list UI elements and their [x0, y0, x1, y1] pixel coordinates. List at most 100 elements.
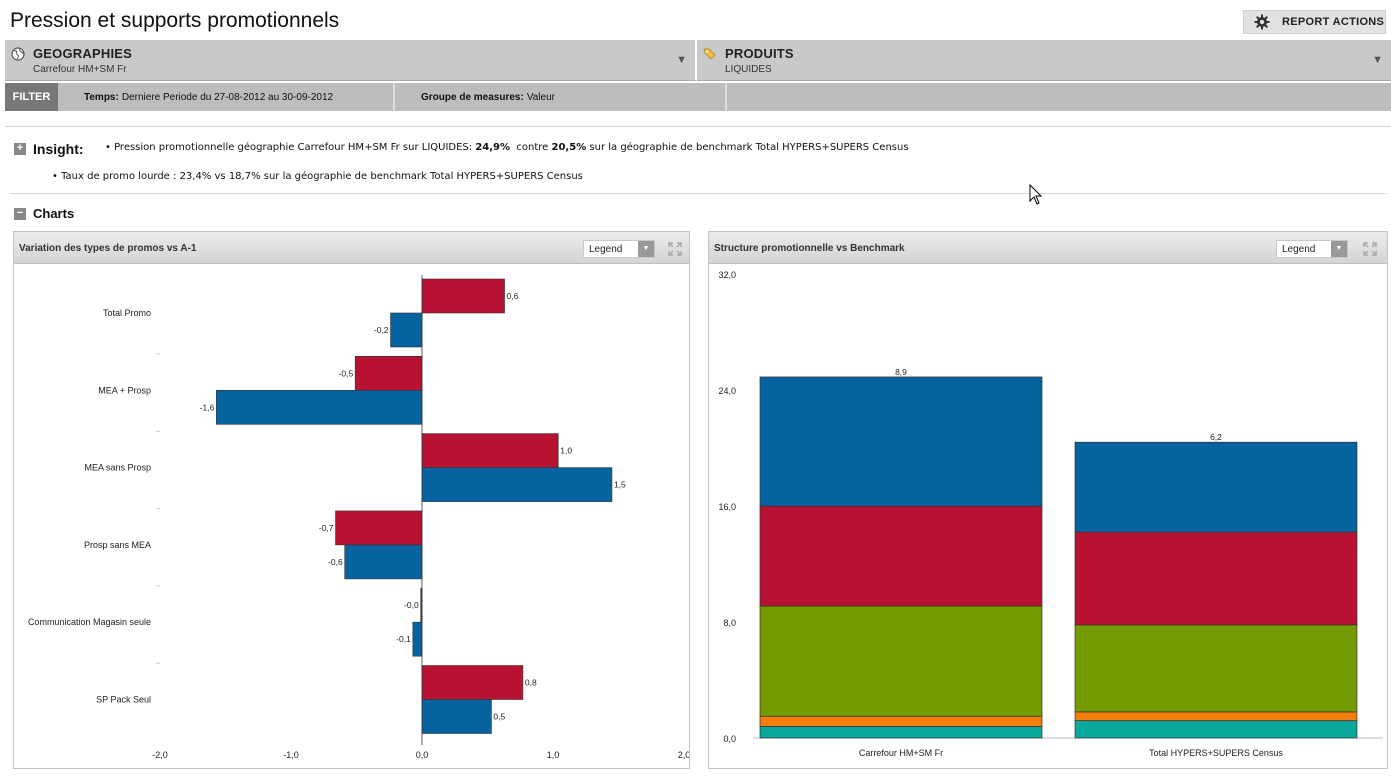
category-label: MEA sans Prosp: [84, 463, 151, 473]
insight-line-1-post: sur la géographie de benchmark Total HYP…: [589, 142, 909, 153]
geographies-selector[interactable]: GEOGRAPHIES Carrefour HM+SM Fr ▼: [5, 40, 697, 81]
stacked-segment: [1074, 624, 1358, 713]
data-label: 1,0: [560, 446, 572, 456]
stacked-segment: [759, 715, 1043, 727]
bar: [335, 510, 423, 546]
chevron-down-icon: ▼: [1331, 241, 1347, 257]
structure-stacked-chart: 0,08,016,024,032,00,80,77,66,98,9Carrefo…: [718, 270, 1383, 758]
data-label: 8,9: [895, 367, 907, 377]
report-actions-button[interactable]: REPORT ACTIONS: [1243, 10, 1386, 34]
category-label: Prosp sans MEA: [84, 540, 151, 550]
stacked-segment: [759, 726, 1043, 739]
legend-dropdown[interactable]: Legend ▼: [583, 240, 655, 258]
variation-bar-chart: Total Promo 0,6 -0,2 MEA + Prosp -0,5 -1,6 MEA…: [28, 275, 689, 760]
globe-icon: [11, 47, 25, 61]
stacked-segment: [1074, 720, 1358, 739]
y-tick-label: 0,0: [723, 734, 736, 744]
filter-mesures-value: Valeur: [526, 91, 555, 103]
selector-bar: GEOGRAPHIES Carrefour HM+SM Fr ▼ PRODUIT…: [5, 40, 1391, 81]
bar: [344, 544, 423, 580]
data-label: 0,8: [525, 678, 537, 688]
data-label: -0,0: [404, 600, 419, 610]
collapse-charts-toggle[interactable]: −: [14, 207, 26, 220]
chevron-down-icon: ▼: [638, 241, 654, 257]
category-label: Total Promo: [103, 308, 151, 318]
chart-panel-header: Structure promotionnelle vs Benchmark Le…: [709, 232, 1387, 264]
bar: [390, 312, 423, 348]
filter-bar: FILTER Temps: Derniere Periode du 27-08-…: [5, 83, 1391, 111]
filter-button[interactable]: FILTER: [5, 83, 58, 111]
produits-title: PRODUITS: [725, 46, 794, 61]
data-label: -0,2: [374, 325, 389, 335]
stacked-segment: [759, 376, 1043, 507]
x-tick-label: 0,0: [416, 750, 429, 760]
category-label: Carrefour HM+SM Fr: [859, 748, 943, 758]
chevron-down-icon[interactable]: ▼: [1372, 54, 1383, 66]
bar: [421, 467, 613, 502]
chart-panel-variation: Variation des types de promos vs A-1 Leg…: [13, 231, 690, 769]
x-tick-label: -1,0: [283, 750, 299, 760]
insight-line-1: • Pression promotionnelle géographie Car…: [105, 142, 909, 153]
insight-label: Insight:: [33, 141, 84, 157]
bar: [412, 621, 423, 657]
x-tick-label: 1,0: [547, 750, 560, 760]
content-area: + Insight: • Pression promotionnelle géo…: [5, 126, 1391, 778]
x-tick-label: -2,0: [152, 750, 168, 760]
data-label: -1,6: [200, 402, 215, 412]
tag-icon: [703, 47, 717, 61]
filter-temps[interactable]: Temps: Derniere Periode du 27-08-2012 au…: [58, 83, 395, 111]
insight-line-2: • Taux de promo lourde : 23,4% vs 18,7% …: [52, 171, 583, 182]
insight-value-1: 24,9%: [475, 142, 511, 153]
y-tick-label: 16,0: [718, 502, 736, 512]
stacked-segment: [1074, 531, 1358, 626]
category-label: MEA + Prosp: [98, 385, 151, 395]
data-label: -0,7: [319, 523, 334, 533]
chart-panel-structure: Structure promotionnelle vs Benchmark Le…: [708, 231, 1388, 769]
y-tick-label: 32,0: [718, 270, 736, 280]
page-title: Pression et supports promotionnels: [10, 9, 340, 32]
y-tick-label: 24,0: [718, 386, 736, 396]
chevron-down-icon[interactable]: ▼: [676, 54, 687, 66]
insight-value-2: 20,5%: [551, 142, 587, 153]
x-tick-label: 2,0: [678, 750, 689, 760]
bar: [354, 356, 423, 391]
data-label: -0,5: [339, 368, 354, 378]
report-actions-label: REPORT ACTIONS: [1282, 16, 1385, 28]
y-tick-label: 8,0: [723, 618, 736, 628]
chart-panel-header: Variation des types de promos vs A-1 Leg…: [14, 232, 689, 264]
chart-title: Variation des types de promos vs A-1: [19, 243, 197, 254]
insight-header: + Insight:: [14, 141, 84, 157]
divider: [10, 193, 1386, 194]
bar: [421, 665, 524, 700]
bar: [421, 433, 559, 468]
category-label: Communication Magasin seule: [28, 617, 151, 627]
filter-temps-value: Derniere Periode du 27-08-2012 au 30-09-…: [121, 91, 334, 103]
bar: [421, 699, 492, 734]
data-label: -0,1: [396, 634, 411, 644]
data-label: 1,5: [614, 480, 626, 490]
bar: [421, 278, 505, 314]
legend-dropdown[interactable]: Legend ▼: [1276, 240, 1348, 258]
data-label: -0,6: [328, 557, 343, 567]
category-label: Total HYPERS+SUPERS Census: [1149, 748, 1283, 758]
expand-icon[interactable]: [1363, 242, 1377, 256]
expand-icon[interactable]: [668, 242, 682, 256]
charts-label: Charts: [33, 206, 75, 221]
gear-icon: [1254, 14, 1270, 30]
category-label: SP Pack Seul: [96, 695, 151, 705]
chart-title: Structure promotionnelle vs Benchmark: [714, 243, 905, 254]
data-label: 0,6: [507, 291, 519, 301]
legend-dropdown-label: Legend: [589, 244, 623, 255]
charts-header: − Charts: [14, 206, 74, 221]
stacked-segment: [759, 505, 1043, 607]
produits-selector[interactable]: PRODUITS LIQUIDES ▼: [697, 40, 1391, 81]
filter-mesures[interactable]: Groupe de measures: Valeur: [395, 83, 727, 111]
geographies-title: GEOGRAPHIES: [33, 46, 132, 61]
data-label: 0,5: [493, 712, 505, 722]
expand-insight-toggle[interactable]: +: [14, 143, 26, 155]
insight-line-1-mid: contre: [516, 142, 549, 153]
stacked-segment: [1074, 441, 1358, 533]
filter-temps-key: Temps:: [84, 91, 119, 103]
bar: [216, 390, 423, 425]
legend-dropdown-label: Legend: [1282, 244, 1316, 255]
